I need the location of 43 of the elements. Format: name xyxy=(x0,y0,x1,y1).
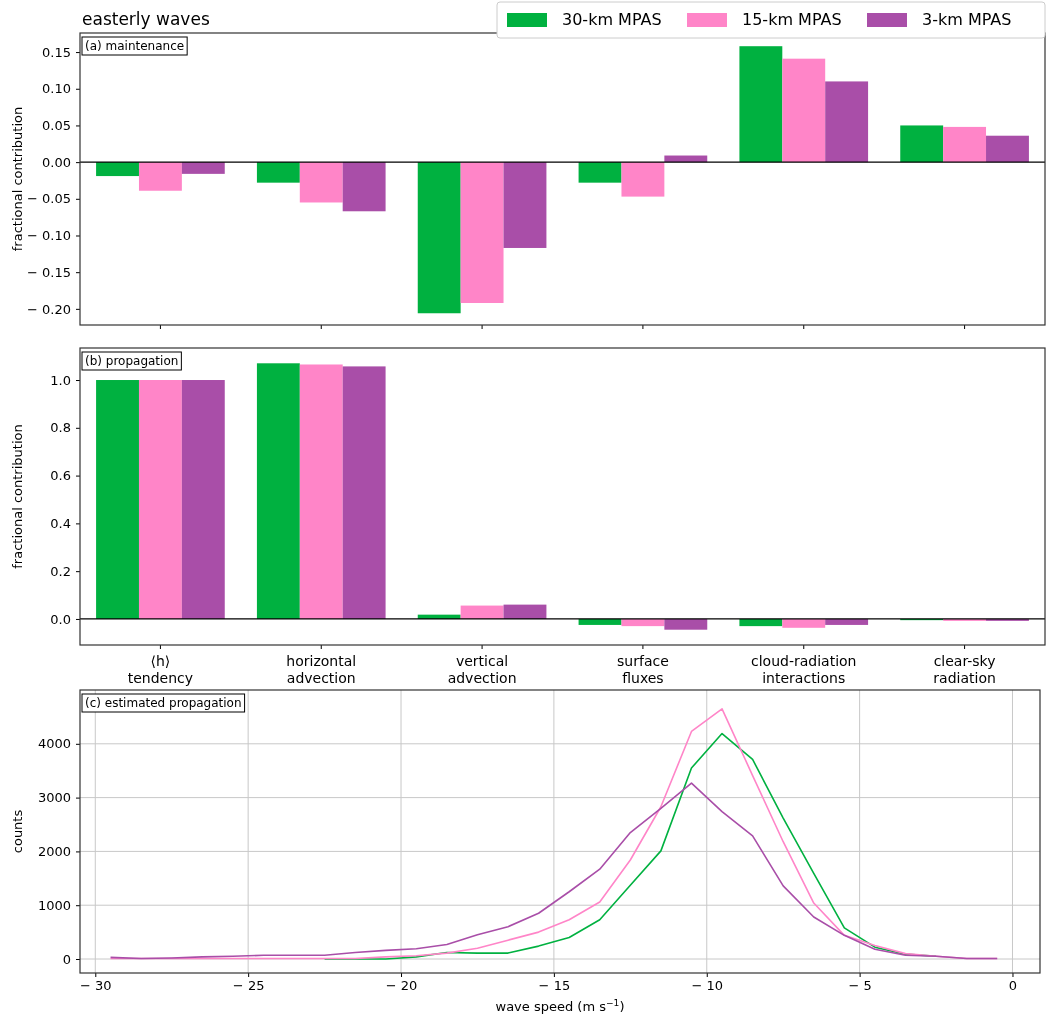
y-tick-label: 0.6 xyxy=(50,468,71,484)
x-tick-label: − 15 xyxy=(538,978,571,994)
annotation: (a) maintenance xyxy=(85,39,185,53)
annotation: (c) estimated propagation xyxy=(85,696,242,710)
y-tick-label: 0.2 xyxy=(50,563,71,579)
x-axis-title: wave speed (m s$^{−1}$) xyxy=(495,998,625,1014)
y-tick-label: 0.8 xyxy=(50,420,71,436)
chart-title: easterly waves xyxy=(82,9,210,29)
y-tick-label: 0.4 xyxy=(50,516,71,532)
y-tick-label: 0 xyxy=(62,951,71,967)
y-tick-label: 3000 xyxy=(37,790,71,806)
y-tick-label: 1.0 xyxy=(50,372,71,388)
y-tick-label: 0.0 xyxy=(50,611,71,627)
x-tick-label: surface fluxes xyxy=(617,653,669,686)
legend-label: 15-km MPAS xyxy=(742,10,842,29)
y-tick-label: 1000 xyxy=(37,897,71,913)
y-tick-label: − 0.15 xyxy=(27,264,71,280)
y-tick-label: 4000 xyxy=(37,736,71,752)
x-tick-label: clear-sky radiation xyxy=(933,653,996,686)
y-axis-title: counts xyxy=(10,809,25,854)
legend-label: 30-km MPAS xyxy=(562,10,662,29)
y-tick-label: − 0.20 xyxy=(27,301,71,317)
x-tick-label: horizontal advection xyxy=(286,653,357,686)
y-tick-label: − 0.10 xyxy=(27,228,71,244)
y-axis-title: fractional contribution xyxy=(10,424,25,569)
x-tick-label: − 10 xyxy=(691,978,724,994)
y-tick-label: − 0.05 xyxy=(27,191,71,207)
annotation: (b) propagation xyxy=(85,354,179,368)
x-tick-label: − 5 xyxy=(848,978,872,994)
y-tick-label: 0.00 xyxy=(42,154,71,170)
x-tick-label: 0 xyxy=(1008,978,1018,994)
y-tick-label: 2000 xyxy=(37,844,71,860)
y-tick-label: 0.05 xyxy=(42,118,71,134)
x-tick-label: − 20 xyxy=(385,978,418,994)
legend-label: 3-km MPAS xyxy=(922,10,1012,29)
x-tick-label: vertical advection xyxy=(447,653,517,686)
y-tick-label: 0.10 xyxy=(42,81,71,97)
y-tick-label: 0.15 xyxy=(42,44,71,60)
x-tick-label: − 30 xyxy=(80,978,112,994)
y-axis-title: fractional contribution xyxy=(10,106,25,252)
x-tick-label: cloud-radiation interactions xyxy=(751,653,857,686)
x-tick-label: ⟨h⟩ tendency xyxy=(127,653,194,686)
x-tick-label: − 25 xyxy=(232,978,265,994)
